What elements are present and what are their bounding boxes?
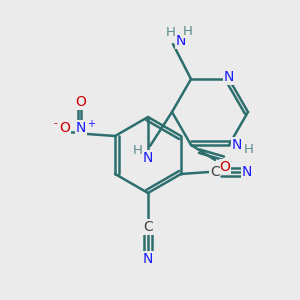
Text: H: H — [133, 143, 143, 157]
Text: H: H — [166, 26, 176, 39]
Text: O: O — [60, 121, 70, 135]
Text: C: C — [210, 165, 220, 179]
Text: N: N — [76, 121, 86, 135]
Text: O: O — [220, 160, 230, 174]
Text: +: + — [87, 119, 95, 129]
Text: -: - — [53, 118, 57, 128]
Text: N: N — [143, 151, 153, 165]
Text: N: N — [224, 70, 234, 84]
Text: H: H — [183, 25, 193, 38]
Text: H: H — [244, 143, 254, 156]
Text: O: O — [76, 95, 86, 109]
Text: C: C — [143, 220, 153, 234]
Text: N: N — [232, 138, 242, 152]
Text: N: N — [143, 252, 153, 266]
Text: N: N — [176, 34, 186, 48]
Text: N: N — [242, 165, 252, 179]
